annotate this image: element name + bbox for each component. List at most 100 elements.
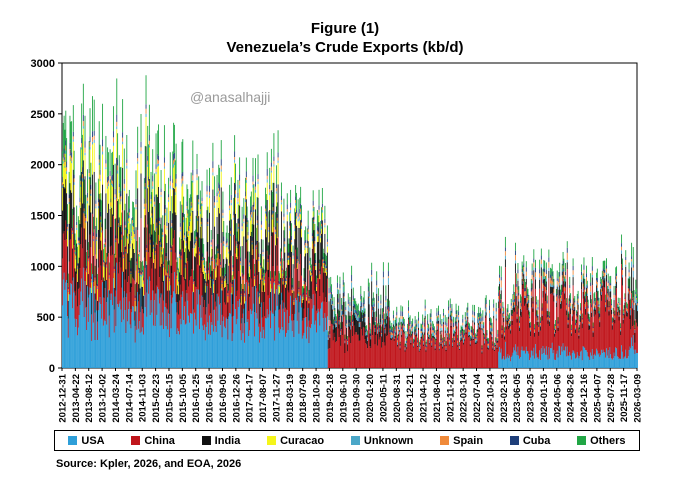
bar-segment <box>547 319 549 321</box>
bar-segment <box>79 207 81 224</box>
bar-segment <box>101 318 103 368</box>
bar-segment <box>340 327 342 332</box>
bar-segment <box>143 208 145 228</box>
bar-segment <box>495 311 497 315</box>
bar-segment <box>286 211 288 215</box>
bar-segment <box>550 268 552 277</box>
bar-segment <box>365 332 367 336</box>
bar-segment <box>301 307 302 368</box>
bar-segment <box>244 296 246 304</box>
bar-segment <box>86 252 88 267</box>
bar-segment <box>199 329 200 368</box>
bar-segment <box>486 336 488 339</box>
bar-segment <box>407 331 409 334</box>
bar-segment <box>281 271 283 274</box>
bar-segment <box>250 220 251 236</box>
bar-segment <box>556 350 558 368</box>
bar-segment <box>439 334 441 368</box>
bar-segment <box>267 245 269 256</box>
bar-segment <box>192 291 194 368</box>
bar-segment <box>543 267 545 272</box>
bar-segment <box>240 294 242 297</box>
bar-segment <box>479 329 480 368</box>
bar-segment <box>181 240 183 298</box>
bar-segment <box>235 223 237 239</box>
bar-segment <box>128 233 130 262</box>
bar-segment <box>347 299 349 304</box>
bar-segment <box>421 324 423 329</box>
bar-segment <box>347 311 349 328</box>
bar-segment <box>170 265 172 296</box>
bar-segment <box>636 297 638 300</box>
bar-segment <box>247 280 249 320</box>
bar-segment <box>626 307 628 309</box>
bar-segment <box>190 232 192 277</box>
bar-segment <box>514 350 516 368</box>
bar-segment <box>161 228 163 244</box>
bar-segment <box>196 289 198 368</box>
bar-segment <box>250 191 252 207</box>
bar-segment <box>456 326 458 329</box>
bar-segment <box>125 227 127 246</box>
bar-segment <box>208 267 210 271</box>
bar-segment <box>300 295 302 368</box>
bar-segment <box>499 265 500 275</box>
bar-segment <box>185 245 187 264</box>
bar-segment <box>79 175 81 198</box>
bar-segment <box>192 169 194 176</box>
bar-segment <box>125 269 127 298</box>
bar-segment <box>215 265 217 278</box>
bar-segment <box>397 346 399 368</box>
bar-segment <box>267 295 269 318</box>
bar-segment <box>81 137 83 144</box>
bar-segment <box>204 265 205 269</box>
bar-segment <box>223 259 225 288</box>
bar-segment <box>318 311 320 368</box>
bar-segment <box>165 235 167 253</box>
bar-segment <box>179 334 180 368</box>
bar-segment <box>469 323 470 328</box>
bar-segment <box>625 276 627 350</box>
bar-segment <box>533 277 535 348</box>
bar-segment <box>291 331 293 368</box>
bar-segment <box>577 290 579 297</box>
bar-segment <box>216 258 218 294</box>
bar-segment <box>509 326 511 329</box>
bar-segment <box>580 321 582 352</box>
bar-segment <box>206 251 208 287</box>
bar-segment <box>545 354 546 368</box>
bar-segment <box>163 328 165 368</box>
bar-segment <box>192 210 194 249</box>
bar-segment <box>295 196 297 201</box>
bar-segment <box>626 316 628 359</box>
bar-segment <box>300 253 302 296</box>
x-tick-label: 2014-03-24 <box>111 373 122 422</box>
bar-segment <box>237 218 239 257</box>
bar-segment <box>626 311 628 313</box>
bar-segment <box>623 309 625 311</box>
bar-segment <box>479 316 481 319</box>
bar-segment <box>219 304 221 368</box>
bar-segment <box>236 241 238 245</box>
bar-segment <box>326 241 328 245</box>
bar-segment <box>311 217 313 234</box>
bar-segment <box>315 263 317 265</box>
bar-segment <box>291 235 292 240</box>
bar-segment <box>369 327 371 330</box>
bar-segment <box>269 254 271 299</box>
bar-segment <box>195 241 197 254</box>
bar-segment <box>210 239 212 243</box>
bar-segment <box>495 314 497 319</box>
bar-segment <box>532 296 534 302</box>
bar-segment <box>173 153 175 161</box>
bar-segment <box>563 267 565 272</box>
bar-segment <box>285 281 287 283</box>
bar-segment <box>121 212 123 232</box>
bar-segment <box>380 304 382 309</box>
bar-segment <box>224 328 226 368</box>
bar-segment <box>186 208 188 211</box>
bar-segment <box>443 342 445 346</box>
bar-segment <box>443 346 445 368</box>
bar-segment <box>77 216 79 238</box>
bar-segment <box>329 333 331 335</box>
